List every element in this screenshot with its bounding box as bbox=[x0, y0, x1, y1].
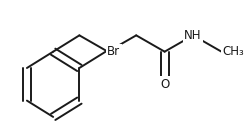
Text: O: O bbox=[159, 78, 168, 91]
Text: Br: Br bbox=[107, 45, 120, 58]
Text: CH₃: CH₃ bbox=[222, 45, 243, 58]
Text: NH: NH bbox=[184, 29, 201, 42]
